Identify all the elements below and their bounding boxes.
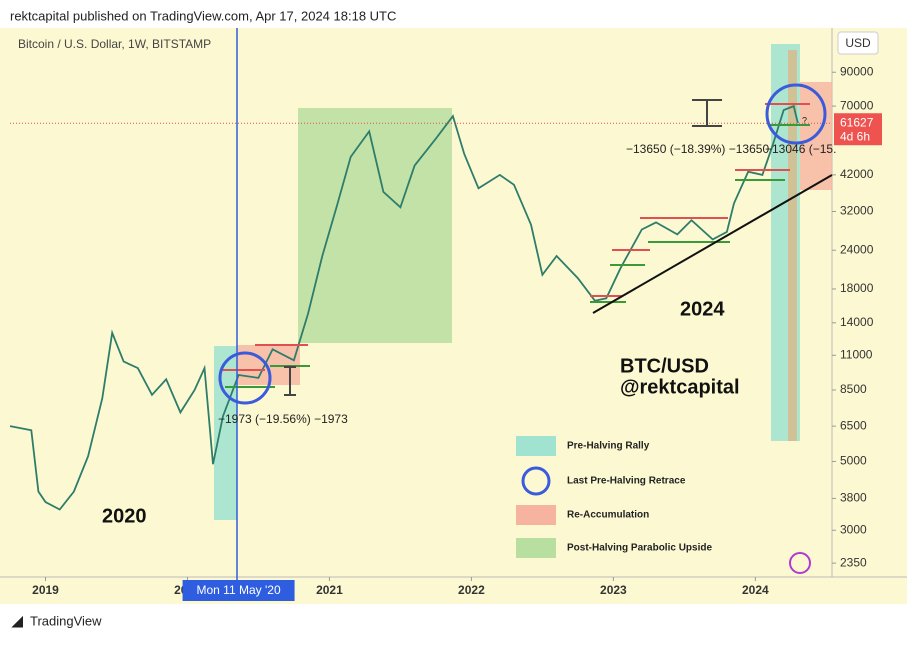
y-tick-label: 90000 — [840, 64, 874, 78]
halving-stripe — [788, 50, 797, 441]
y-tick-label: 14000 — [840, 315, 874, 329]
currency-box[interactable] — [837, 31, 879, 55]
legend-label: Post-Halving Parabolic Upside — [567, 543, 712, 554]
footer: TradingView — [30, 613, 102, 628]
parabolic-zone — [298, 108, 452, 343]
annotation: 2020 — [102, 505, 147, 527]
y-tick-label: 8500 — [840, 382, 867, 396]
legend-swatch — [516, 505, 556, 525]
legend-label: Re-Accumulation — [567, 510, 649, 521]
annotation: 2024 — [680, 298, 725, 320]
x-tick-label: 2024 — [742, 583, 769, 597]
legend-label: Pre-Halving Rally — [567, 441, 650, 452]
crosshair-label: Mon 11 May '20 — [197, 583, 281, 597]
currency: USD — [845, 36, 871, 50]
legend-swatch — [516, 436, 556, 456]
chart-bg — [0, 28, 907, 604]
y-tick-label: 5000 — [840, 454, 867, 468]
chart-title: Bitcoin / U.S. Dollar, 1W, BITSTAMP — [18, 37, 211, 51]
y-tick-label: 2350 — [840, 555, 867, 569]
bracket — [284, 366, 296, 396]
annotation: ? — [802, 115, 807, 125]
y-tick-label: 42000 — [840, 167, 874, 181]
y-tick-label: 3000 — [840, 522, 867, 536]
y-tick-label: 70000 — [840, 98, 874, 112]
y-tick-label: 18000 — [840, 281, 874, 295]
annotation: −13046 (−15. — [765, 142, 836, 156]
footer: ◢ — [11, 613, 23, 629]
bracket — [692, 99, 722, 127]
series-layer — [9, 104, 832, 511]
legend-label: Last Pre-Halving Retrace — [567, 476, 686, 487]
crosshair-label-bg — [182, 580, 295, 601]
legend: Pre-Halving Rally Last Pre-Halving Retra… — [516, 436, 712, 558]
x-tick-label: 2023 — [600, 583, 627, 597]
icon[interactable] — [789, 552, 811, 574]
annotation: @rektcapital — [620, 376, 740, 398]
legend-swatch — [516, 538, 556, 558]
retrace-circle — [218, 351, 272, 405]
price-label-bg — [834, 113, 882, 146]
annotation: −1973 (−19.56%) −1973 — [218, 412, 348, 426]
levels — [218, 83, 833, 405]
price-line — [9, 104, 799, 511]
header: rektcapital published on TradingView.com… — [10, 8, 396, 23]
retrace-circle — [765, 83, 827, 145]
y-tick-label: 32000 — [840, 204, 874, 218]
y-tick-label: 3800 — [840, 491, 867, 505]
trendline — [592, 174, 833, 314]
y-tick-label: 11000 — [840, 347, 873, 361]
y-tick-label: 6500 — [840, 418, 867, 432]
x-tick-label: 2021 — [316, 583, 343, 597]
legend-swatch — [521, 466, 551, 496]
annotation: −13650 (−18.39%) −13650 — [626, 142, 769, 156]
y-tick-label: 24000 — [840, 242, 874, 256]
x-tick-label: 2022 — [458, 583, 485, 597]
countdown: 4d 6h — [840, 129, 870, 143]
pre-halving-zone — [214, 346, 237, 520]
annotation: BTC/USD — [620, 355, 709, 377]
price-label: 61627 — [840, 115, 874, 129]
x-tick-label: 2019 — [32, 583, 59, 597]
